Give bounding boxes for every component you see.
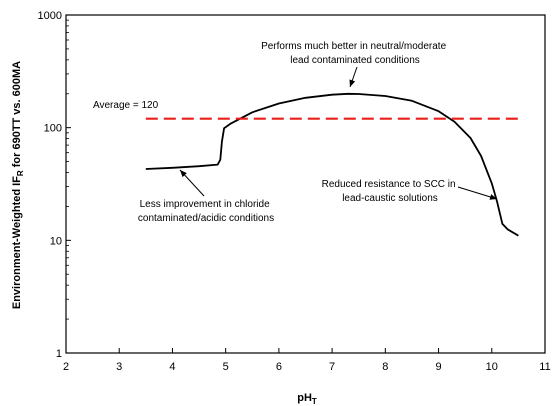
plot-area: 1 10 100 1000 2 3 4 5 6 7 8 9 10 11	[38, 10, 551, 373]
average-label: Average = 120	[93, 100, 159, 111]
data-line	[145, 92, 519, 237]
annotation-neutral-line-2: lead contaminated conditions	[290, 55, 420, 66]
x-tick-label: 9	[435, 361, 441, 373]
annotation-chloride: Less improvement in chloride contaminate…	[138, 199, 274, 224]
y-tick-label: 1	[56, 348, 62, 360]
y-axis-title-suffix: for 690TT vs. 600MA	[11, 61, 23, 170]
x-axis-title-sub: T	[312, 397, 317, 406]
y-tick-label: 1000	[38, 10, 62, 22]
y-tick-label: 10	[50, 235, 62, 247]
annotation-caustic-line-1: Reduced resistance to SCC in	[322, 179, 456, 190]
annotation-neutral: Performs much better in neutral/moderate…	[261, 41, 449, 66]
annotation-chloride-line-2: contaminated/acidic conditions	[138, 213, 274, 224]
y-axis-title-main: Environment-Weighted IF	[11, 176, 23, 309]
annotation-neutral-arrow	[349, 66, 358, 88]
x-axis-title-main: pH	[297, 392, 312, 404]
x-tick-label: 5	[223, 361, 229, 373]
x-axis-title: pHT	[297, 392, 317, 406]
x-tick-label: 4	[169, 361, 175, 373]
x-tick-label: 2	[63, 361, 69, 373]
y-axis-title-sub: R	[16, 170, 25, 176]
x-tick-label: 10	[486, 361, 498, 373]
annotation-chloride-line-1: Less improvement in chloride	[140, 199, 270, 210]
annotation-neutral-line-1: Performs much better in neutral/moderate	[261, 41, 447, 52]
x-tick-label: 3	[116, 361, 122, 373]
annotation-caustic: Reduced resistance to SCC in lead-causti…	[322, 179, 459, 204]
x-tick-label: 8	[382, 361, 388, 373]
x-tick-label: 7	[329, 361, 335, 373]
annotation-caustic-line-2: lead-caustic solutions	[342, 193, 438, 204]
plot-frame	[65, 14, 546, 354]
x-tick-label: 6	[276, 361, 282, 373]
y-axis-title: Environment-Weighted IFR for 690TT vs. 6…	[11, 61, 25, 309]
annotation-caustic-arrow	[457, 186, 498, 200]
annotation-chloride-arrow	[179, 169, 205, 197]
y-tick-label: 100	[44, 123, 62, 135]
x-tick-label: 11	[539, 361, 550, 373]
